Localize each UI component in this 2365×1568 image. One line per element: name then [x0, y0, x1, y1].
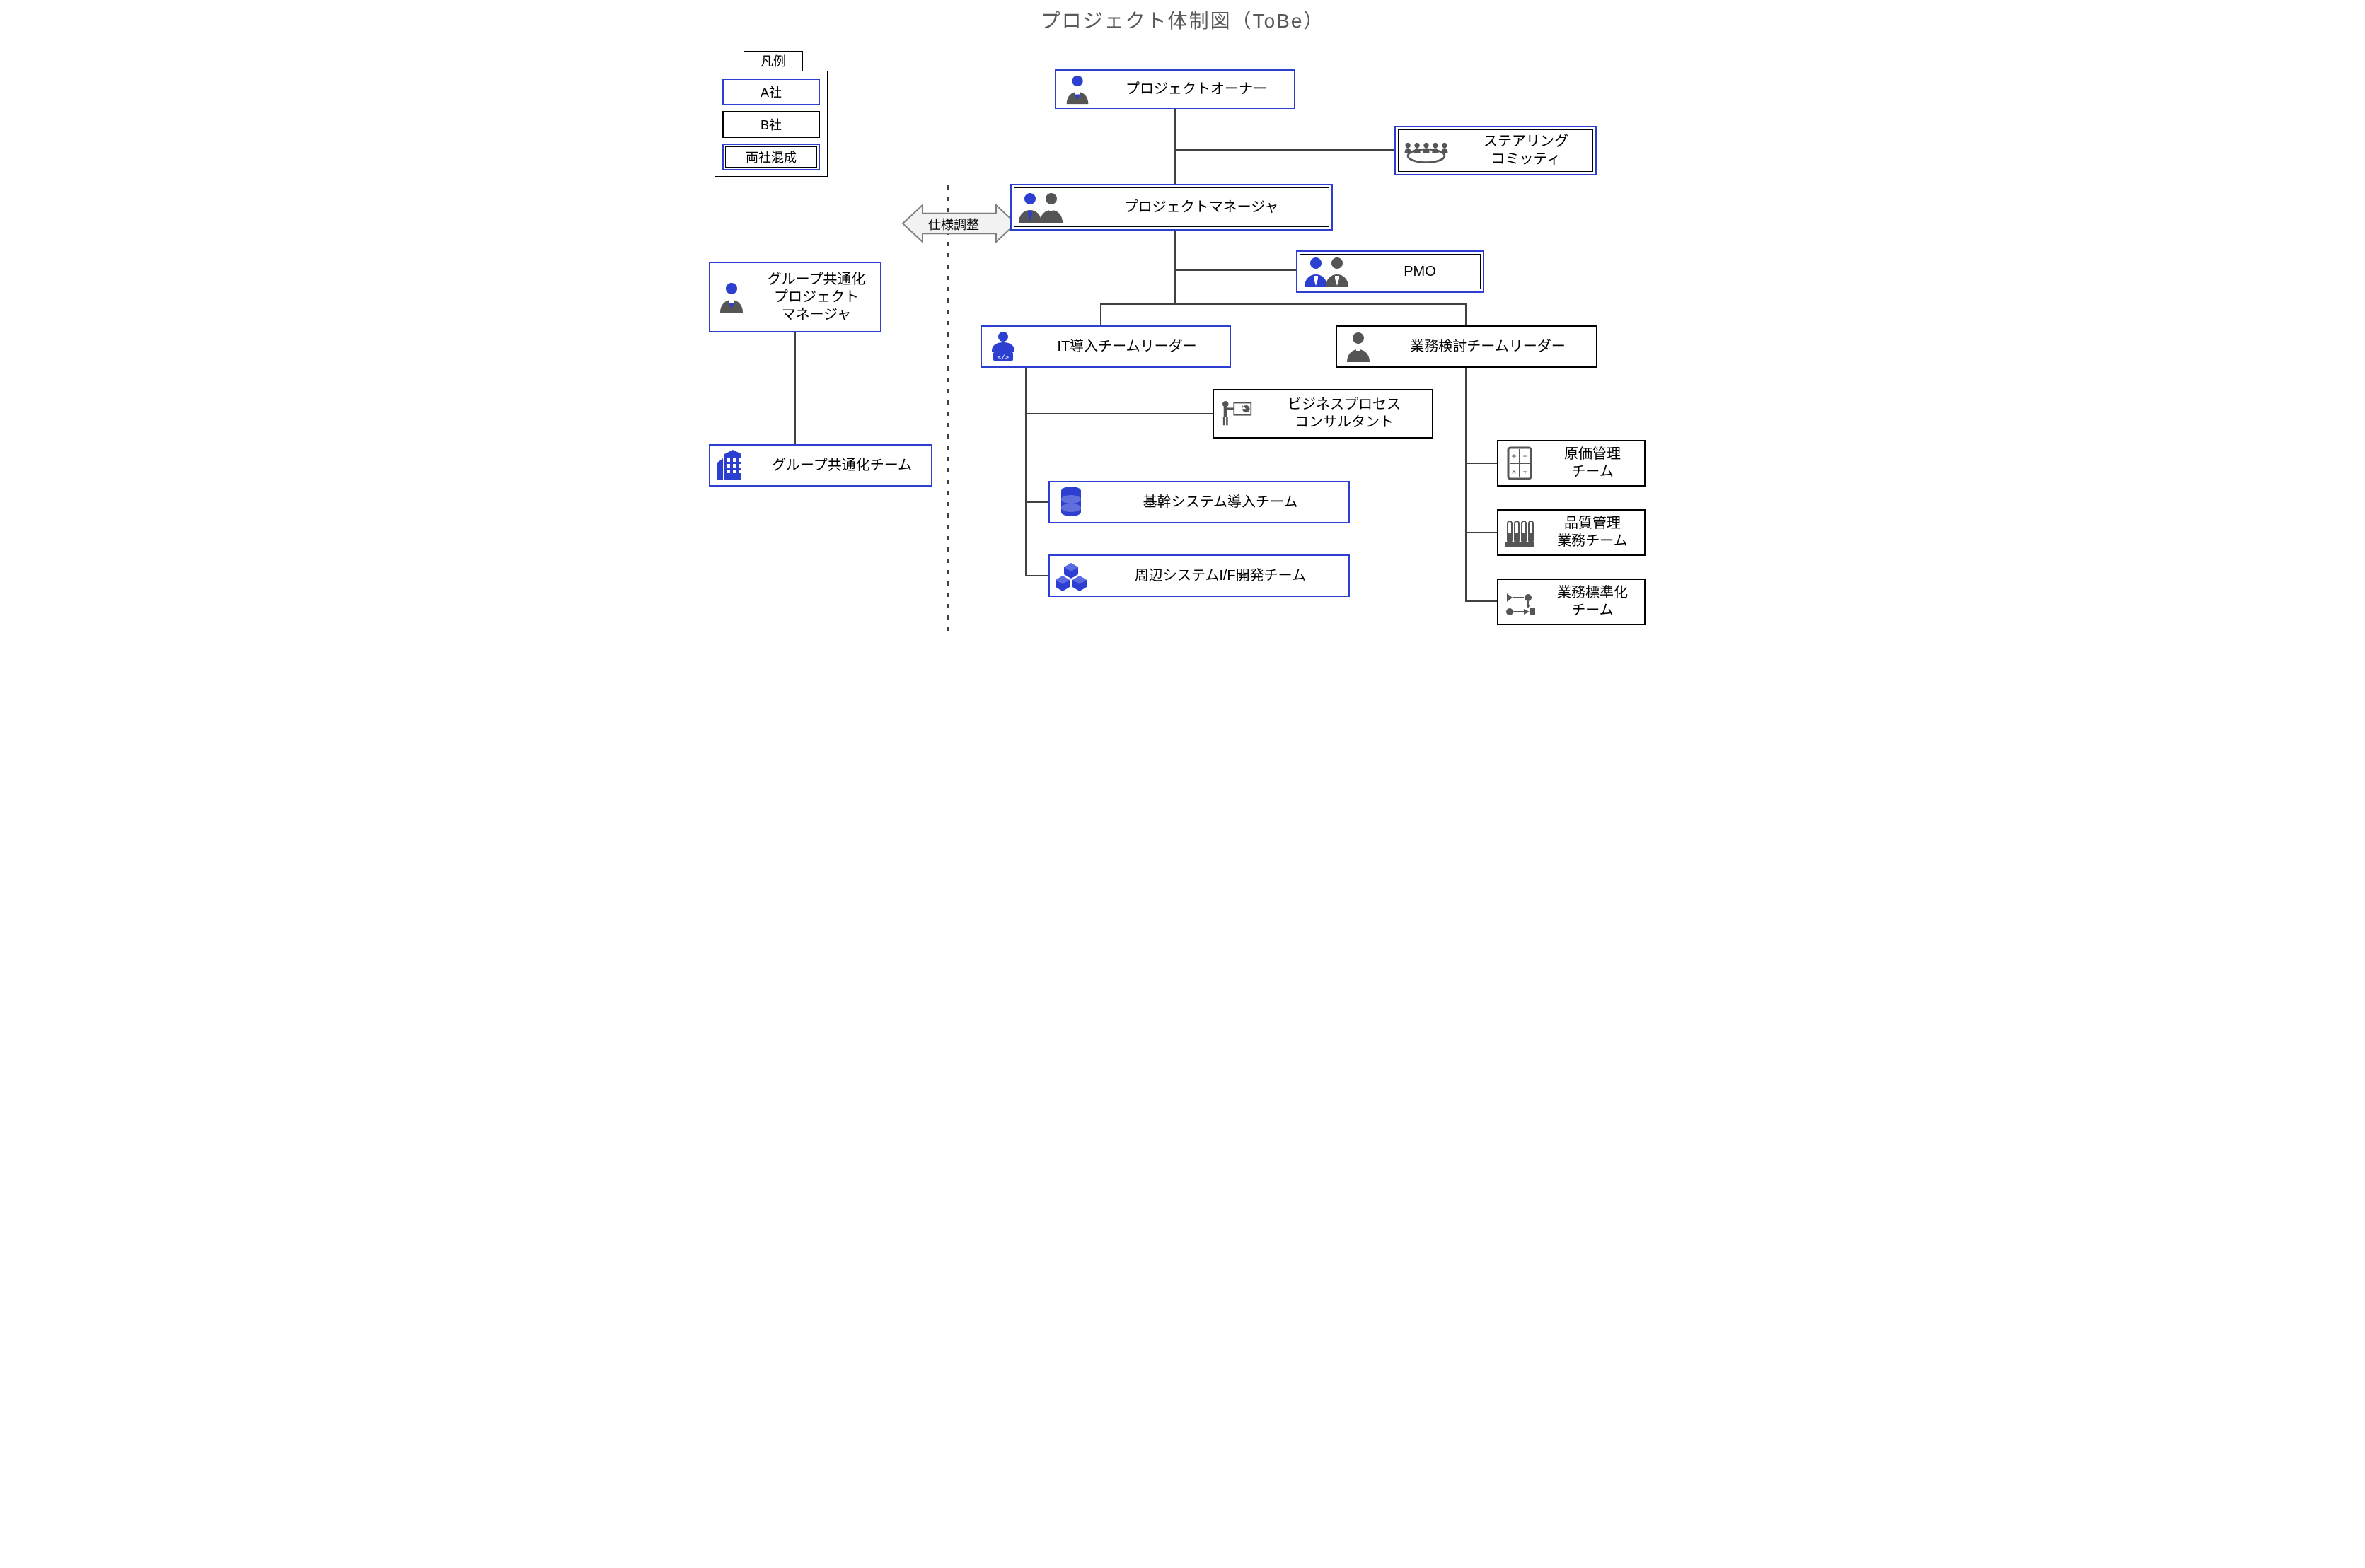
svg-text:−: − [1522, 451, 1527, 461]
legend-item: A社 [722, 79, 820, 105]
svg-text:÷: ÷ [1523, 467, 1528, 477]
org-node-label: 品質管理 業務チーム [1541, 515, 1644, 550]
svg-text:+: + [1511, 451, 1516, 461]
org-node-ifdev: 周辺システムI/F開発チーム [1048, 554, 1350, 597]
org-node-label: PMO [1357, 263, 1483, 281]
person-gray-icon [1337, 325, 1380, 368]
org-node-label: プロジェクトマネージャ [1071, 199, 1331, 216]
org-node-label: 周辺システムI/F開発チーム [1092, 567, 1348, 585]
org-node-quality: 品質管理 業務チーム [1497, 509, 1646, 556]
meeting-icon [1396, 126, 1457, 175]
arrow-label: 仕様調整 [928, 215, 979, 233]
person-blue-icon [710, 262, 753, 332]
org-node-label: ステアリング コミッティ [1457, 133, 1595, 168]
legend-item: 両社混成 [722, 144, 820, 170]
legend-box: A社 B社両社混成 [715, 71, 828, 177]
presenter-icon [1214, 389, 1256, 439]
org-node-label: 基幹システム導入チーム [1092, 494, 1348, 511]
org-node-label: グループ共通化チーム [753, 457, 931, 475]
two-people-icon [1012, 184, 1071, 231]
svg-text:×: × [1511, 467, 1516, 477]
database-icon [1050, 481, 1092, 523]
org-node-bizlead: 業務検討チームリーダー [1336, 325, 1597, 368]
org-node-label: IT導入チームリーダー [1024, 338, 1230, 356]
svg-text:</>: </> [998, 354, 1010, 361]
org-node-label: プロジェクトオーナー [1099, 81, 1294, 98]
person-blue-icon [1056, 69, 1099, 109]
diagram-title: プロジェクト体制図（ToBe） [705, 6, 1660, 34]
org-node-owner: プロジェクトオーナー [1055, 69, 1295, 109]
org-node-label: 原価管理 チーム [1541, 446, 1644, 481]
building-icon [710, 444, 753, 487]
org-node-label: 業務標準化 チーム [1541, 584, 1644, 620]
flow-icon [1498, 579, 1541, 625]
org-node-bpc: ビジネスプロセス コンサルタント [1213, 389, 1433, 439]
org-node-pmo: PMO [1296, 250, 1484, 293]
org-node-label: ビジネスプロセス コンサルタント [1256, 396, 1432, 431]
cubes-icon [1050, 554, 1092, 597]
org-node-itlead: </> IT導入チームリーダー [981, 325, 1231, 368]
org-node-cost: +−× ÷ 原価管理 チーム [1497, 440, 1646, 487]
org-node-pm: プロジェクトマネージャ [1010, 184, 1333, 231]
dev-blue-icon: </> [982, 325, 1024, 368]
org-node-label: グループ共通化 プロジェクト マネージャ [753, 271, 880, 324]
org-node-gteam: グループ共通化チーム [709, 444, 932, 487]
org-node-gpm: グループ共通化 プロジェクト マネージャ [709, 262, 881, 332]
org-node-core: 基幹システム導入チーム [1048, 481, 1350, 523]
two-people-rev-icon [1297, 250, 1357, 293]
org-node-steer: ステアリング コミッティ [1394, 126, 1597, 175]
calc-icon: +−× ÷ [1498, 440, 1541, 487]
org-node-std: 業務標準化 チーム [1497, 579, 1646, 625]
tubes-icon [1498, 509, 1541, 556]
org-node-label: 業務検討チームリーダー [1380, 338, 1596, 356]
legend-item: B社 [722, 111, 820, 138]
